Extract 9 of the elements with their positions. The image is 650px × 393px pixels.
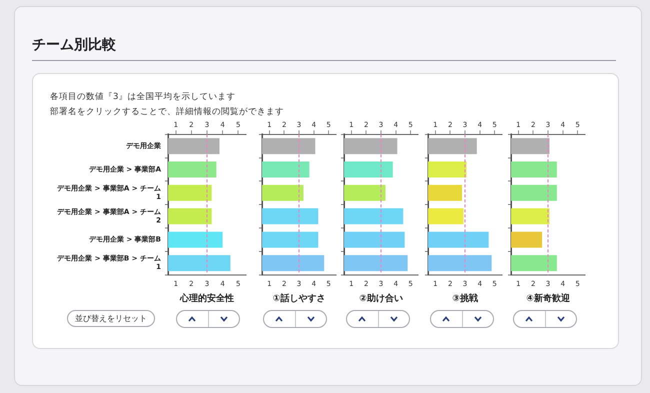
reset-button[interactable]: 並び替えをリセット [67,310,155,327]
x-axis-title: ①話しやすさ [272,292,326,304]
x-axis-title: 心理的安全性 [179,292,234,304]
text: 各項目の数値『3』は全国平均を示しています [50,91,236,103]
x-axis-title: ④新奇歓迎 [526,292,571,304]
chart-title: チーム別比較 [32,36,116,54]
text: 部署名をクリックすることで、詳細情報の閲覧ができます [50,106,284,118]
x-axis-title: ③挑戦 [452,292,478,304]
x-axis-title: ②助け合い [359,292,403,304]
